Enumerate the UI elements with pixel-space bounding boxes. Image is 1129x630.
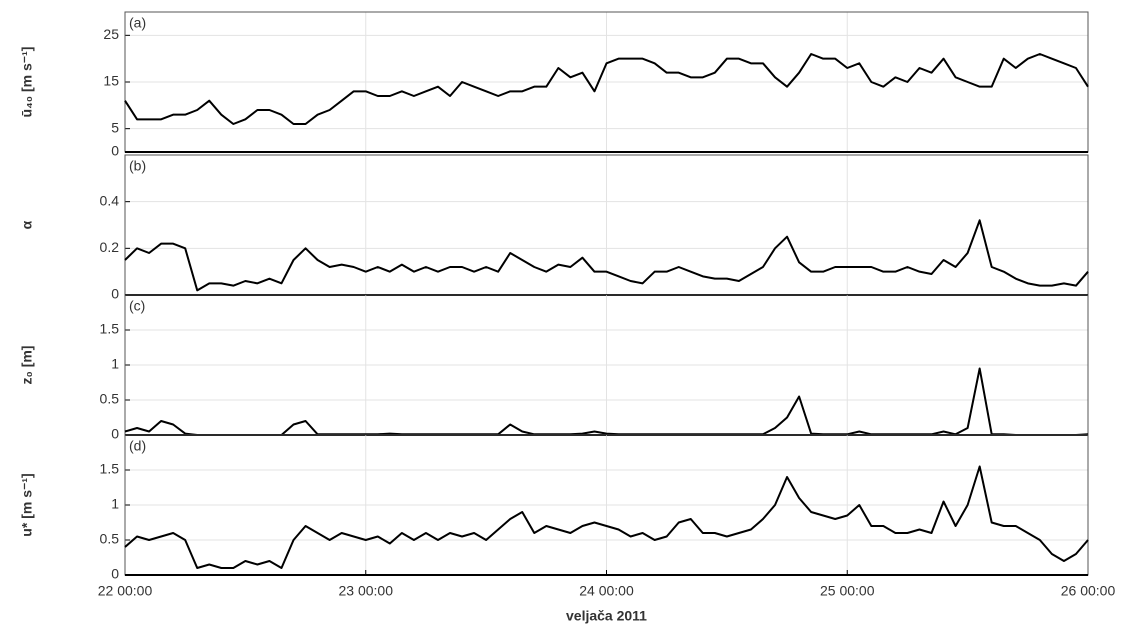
y-tick-label: 0 [111,286,119,302]
x-tick-label: 22 00:00 [98,583,153,599]
y-tick-label: 0 [111,426,119,442]
y-tick-label: 1.5 [100,321,120,337]
y-tick-label: 1 [111,356,119,372]
y-tick-label: 0.5 [100,391,120,407]
y-tick-label: 5 [111,119,119,135]
panel-label: (c) [129,298,145,314]
y-axis-label: α [19,220,35,229]
x-axis-label: veljača 2011 [566,608,647,624]
data-line [124,367,1089,436]
y-tick-label: 0.5 [100,531,120,547]
y-tick-label: 15 [103,73,119,89]
data-line [124,53,1089,125]
y-axis-label: z₀ [m] [19,346,35,385]
y-tick-label: 0.4 [100,192,120,208]
x-tick-label: 24 00:00 [579,583,634,599]
data-line [124,465,1089,569]
y-tick-label: 0 [111,566,119,582]
y-tick-label: 25 [103,26,119,42]
x-tick-label: 23 00:00 [339,583,394,599]
panel-label: (a) [129,15,146,31]
x-tick-label: 26 00:00 [1061,583,1116,599]
y-axis-label: u* [m s⁻¹] [19,473,35,536]
data-line [124,219,1089,292]
y-tick-label: 1 [111,496,119,512]
x-tick-label: 25 00:00 [820,583,875,599]
y-tick-label: 0 [111,143,119,159]
panel-label: (d) [129,438,146,454]
y-tick-label: 0.2 [100,239,120,255]
y-axis-label: ū₄₀ [m s⁻¹] [19,47,35,118]
y-tick-label: 1.5 [100,461,120,477]
panel-label: (b) [129,158,146,174]
